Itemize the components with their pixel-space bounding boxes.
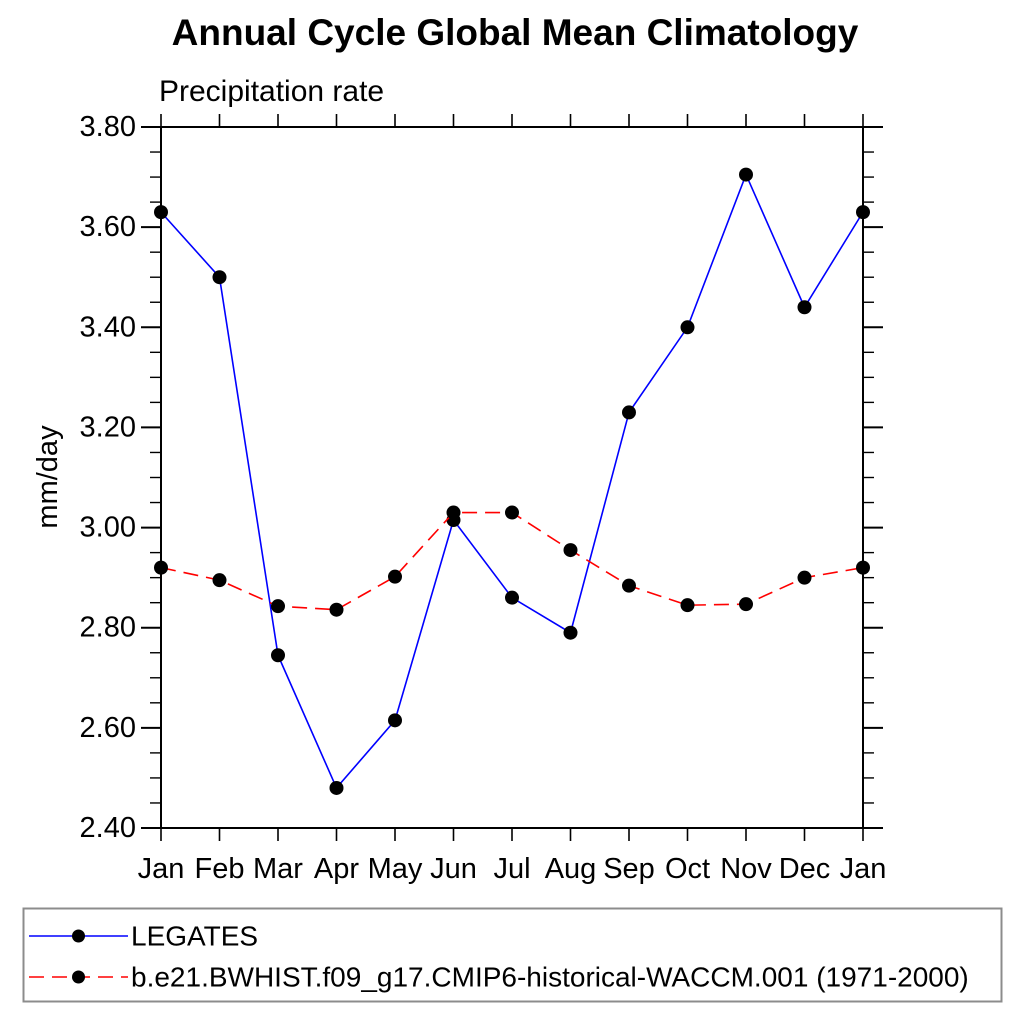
data-point	[505, 590, 519, 605]
legend-marker-legates-icon	[72, 929, 85, 943]
data-point	[388, 713, 402, 728]
x-tick-label: Feb	[195, 853, 245, 885]
series-line-legates	[160, 172, 864, 790]
x-tick-label: Apr	[314, 853, 359, 885]
data-point	[212, 270, 227, 285]
data-point	[739, 167, 753, 182]
legend-label-legates: LEGATES	[131, 921, 258, 952]
data-series	[154, 167, 870, 795]
legend-label-waccm: b.e21.BWHIST.f09_g17.CMIP6-historical-WA…	[131, 962, 969, 993]
data-point	[212, 573, 227, 588]
y-tick-label: 2.60	[80, 712, 136, 744]
data-point	[563, 625, 578, 640]
legend-marker-waccm-icon	[72, 970, 85, 984]
x-tick-label: Jan	[840, 853, 887, 885]
legend: LEGATES b.e21.BWHIST.f09_g17.CMIP6-histo…	[22, 907, 1003, 1003]
y-axis-label: mm/day	[32, 425, 64, 529]
x-tick-label: Sep	[603, 853, 655, 885]
y-tick-label: 3.60	[80, 211, 136, 243]
x-tick-label: May	[368, 853, 423, 885]
data-point	[271, 599, 285, 614]
y-tick-label: 3.00	[80, 512, 136, 544]
data-point	[154, 205, 168, 220]
data-point	[505, 505, 519, 520]
data-point	[329, 602, 344, 617]
x-tick-label: Oct	[665, 853, 710, 885]
data-point	[856, 560, 870, 575]
axes: Jan Feb Mar Apr May Jun Jul Aug Sep Oct Nov Dec Jan2…	[80, 111, 887, 885]
data-point	[680, 320, 695, 335]
x-tick-label: Mar	[253, 853, 303, 885]
x-tick-label: Nov	[720, 853, 772, 885]
data-point	[388, 569, 402, 584]
y-tick-label: 2.40	[80, 812, 136, 844]
legend-box	[22, 907, 1003, 1003]
data-point	[271, 648, 285, 663]
data-point	[797, 300, 812, 315]
y-tick-label: 3.40	[80, 311, 136, 343]
x-tick-label: Jun	[430, 853, 477, 885]
plot-frame	[160, 126, 864, 829]
x-tick-label: Jan	[138, 853, 185, 885]
data-point	[622, 405, 636, 420]
data-point	[797, 570, 812, 585]
data-point	[329, 780, 344, 795]
data-point	[680, 598, 695, 613]
x-tick-label: Dec	[779, 853, 831, 885]
data-point	[446, 505, 461, 520]
y-tick-label: 3.20	[80, 411, 136, 443]
chart-subtitle: Precipitation rate	[159, 75, 384, 108]
y-tick-label: 3.80	[80, 111, 136, 143]
data-point	[739, 597, 753, 612]
y-tick-label: 2.80	[80, 612, 136, 644]
x-tick-label: Jul	[493, 853, 530, 885]
data-point	[563, 543, 578, 558]
data-point	[856, 205, 870, 220]
chart-title: Annual Cycle Global Mean Climatology	[172, 12, 859, 53]
data-point	[622, 578, 636, 593]
x-tick-label: Aug	[545, 853, 597, 885]
data-point	[154, 560, 168, 575]
